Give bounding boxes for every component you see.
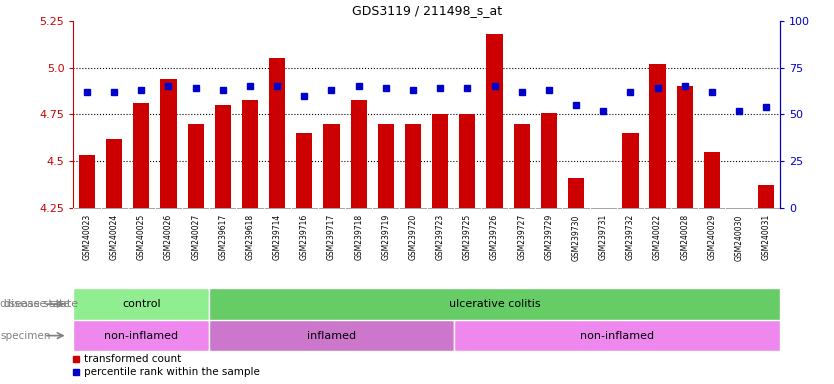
Text: GSM239727: GSM239727 [517, 214, 526, 260]
Bar [73, 288, 209, 320]
Bar [378, 124, 394, 208]
Bar [568, 178, 584, 208]
Bar [242, 99, 259, 208]
Bar [486, 34, 503, 208]
Bar [269, 58, 285, 208]
Text: GSM239723: GSM239723 [435, 214, 445, 260]
Text: ulcerative colitis: ulcerative colitis [449, 299, 540, 309]
Text: GSM239618: GSM239618 [245, 214, 254, 260]
Bar [160, 79, 177, 208]
Text: non-inflamed: non-inflamed [104, 331, 178, 341]
Bar [704, 152, 720, 208]
Bar [133, 103, 149, 208]
Bar [460, 114, 475, 208]
Text: percentile rank within the sample: percentile rank within the sample [84, 367, 260, 377]
Bar [758, 185, 774, 208]
Text: GSM239717: GSM239717 [327, 214, 336, 260]
Text: GSM240023: GSM240023 [83, 214, 92, 260]
Bar [622, 133, 639, 208]
Bar [540, 113, 557, 208]
Text: GSM239719: GSM239719 [381, 214, 390, 260]
Bar [188, 124, 203, 208]
Text: disease state: disease state [4, 299, 78, 309]
Text: GSM239714: GSM239714 [273, 214, 282, 260]
Text: control: control [122, 299, 161, 309]
Text: GSM240030: GSM240030 [735, 214, 744, 261]
Bar [432, 114, 449, 208]
Bar [209, 320, 454, 351]
Text: GSM239617: GSM239617 [219, 214, 228, 260]
Bar [514, 124, 530, 208]
Text: GSM239731: GSM239731 [599, 214, 608, 260]
Text: GSM239726: GSM239726 [490, 214, 499, 260]
Text: transformed count: transformed count [84, 354, 181, 364]
Text: inflamed: inflamed [307, 331, 356, 341]
Text: disease state: disease state [0, 299, 69, 309]
Text: GSM239718: GSM239718 [354, 214, 363, 260]
Bar [650, 64, 666, 208]
Bar [404, 124, 421, 208]
Text: GSM239720: GSM239720 [409, 214, 418, 260]
Text: GSM239725: GSM239725 [463, 214, 472, 260]
Text: GSM239730: GSM239730 [571, 214, 580, 261]
Bar [214, 105, 231, 208]
Bar [324, 124, 339, 208]
Text: GSM240029: GSM240029 [707, 214, 716, 260]
Bar [454, 320, 780, 351]
Text: specimen: specimen [0, 331, 50, 341]
Text: GSM240024: GSM240024 [109, 214, 118, 260]
Text: GDS3119 / 211498_s_at: GDS3119 / 211498_s_at [351, 4, 502, 17]
Text: GSM240025: GSM240025 [137, 214, 146, 260]
Bar [73, 320, 209, 351]
Bar [79, 156, 95, 208]
Text: GSM240028: GSM240028 [681, 214, 689, 260]
Text: GSM239716: GSM239716 [300, 214, 309, 260]
Text: GSM240026: GSM240026 [164, 214, 173, 260]
Text: GSM239732: GSM239732 [626, 214, 635, 260]
Text: GSM240022: GSM240022 [653, 214, 662, 260]
Bar [209, 288, 780, 320]
Bar [106, 139, 123, 208]
Text: non-inflamed: non-inflamed [580, 331, 654, 341]
Text: GSM239729: GSM239729 [545, 214, 553, 260]
Text: GSM240031: GSM240031 [761, 214, 771, 260]
Bar [676, 86, 693, 208]
Bar [296, 133, 313, 208]
Bar [350, 99, 367, 208]
Text: GSM240027: GSM240027 [191, 214, 200, 260]
